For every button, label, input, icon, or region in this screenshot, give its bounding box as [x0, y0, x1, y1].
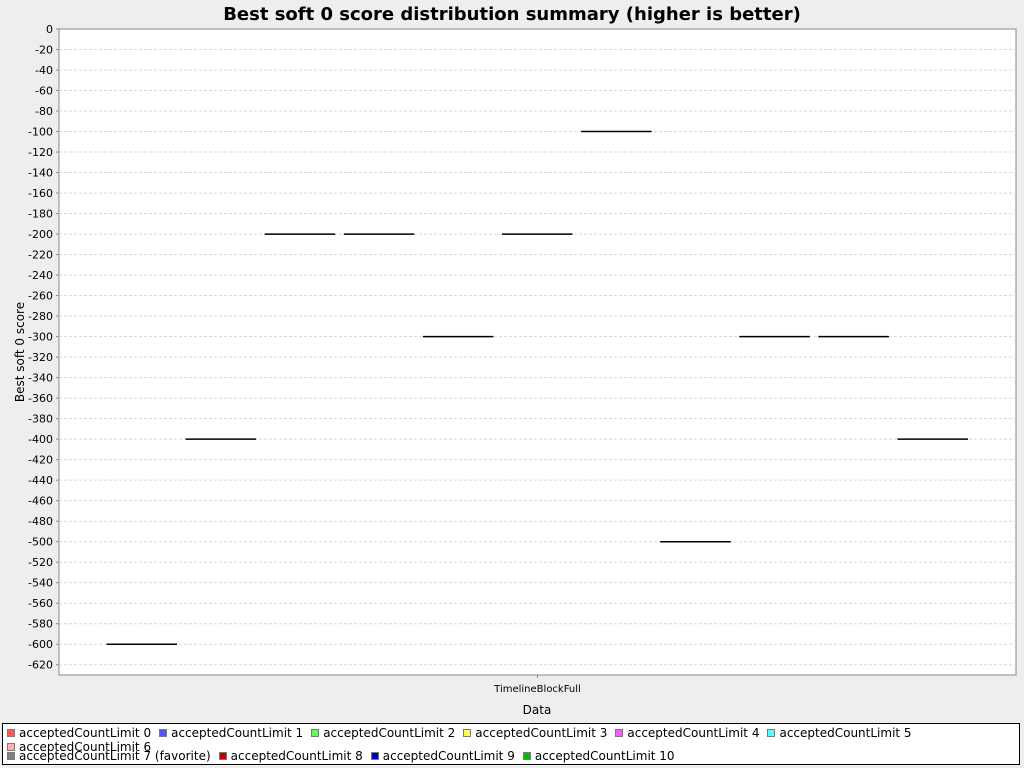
x-axis-ticks: TimelineBlockFull — [493, 675, 581, 695]
legend-item: acceptedCountLimit 2 — [311, 726, 455, 740]
y-tick-label: -300 — [28, 331, 53, 344]
chart-svg: Best soft 0 score distribution summary (… — [13, 4, 1017, 717]
y-tick-label: -500 — [28, 536, 53, 549]
legend-label: acceptedCountLimit 5 — [779, 726, 912, 740]
legend-item: acceptedCountLimit 6 — [7, 740, 151, 754]
legend-item: acceptedCountLimit 9 — [370, 749, 515, 763]
y-tick-label: -400 — [28, 433, 53, 446]
y-tick-label: -280 — [28, 310, 53, 323]
legend-swatch — [218, 752, 227, 760]
legend-row: acceptedCountLimit 0 acceptedCountLimit 1… — [7, 726, 1015, 754]
legend-swatch — [522, 752, 531, 760]
legend-swatch — [311, 729, 320, 737]
y-tick-label: -380 — [28, 413, 53, 426]
y-tick-label: -320 — [28, 351, 53, 364]
y-tick-label: -600 — [28, 638, 53, 651]
y-tick-label: -580 — [28, 618, 53, 631]
y-tick-label: -200 — [28, 228, 53, 241]
legend: acceptedCountLimit 0 acceptedCountLimit 1… — [2, 723, 1020, 765]
plot-area — [58, 28, 1017, 676]
y-tick-label: -360 — [28, 392, 53, 405]
chart-title: Best soft 0 score distribution summary (… — [223, 4, 801, 25]
y-tick-label: -160 — [28, 187, 53, 200]
y-tick-label: -60 — [35, 85, 53, 98]
grid-lines — [59, 49, 1016, 666]
legend-item: acceptedCountLimit 5 — [767, 726, 912, 740]
legend-label: acceptedCountLimit 3 — [475, 726, 608, 740]
legend-item: acceptedCountLimit 0 — [7, 726, 151, 740]
legend-swatch — [767, 729, 776, 737]
y-tick-label: -20 — [35, 44, 53, 57]
y-tick-label: 0 — [46, 23, 53, 36]
legend-swatch — [159, 729, 168, 737]
legend-label: acceptedCountLimit 2 — [323, 726, 456, 740]
y-tick-label: -460 — [28, 495, 53, 508]
legend-label: acceptedCountLimit 9 — [382, 749, 515, 763]
legend-item: acceptedCountLimit 4 — [615, 726, 759, 740]
legend-row: acceptedCountLimit 7 (favorite) acceptedC… — [7, 746, 1015, 766]
y-tick-label: -220 — [28, 249, 53, 262]
y-tick-label: -340 — [28, 372, 53, 385]
y-tick-label: -620 — [28, 659, 53, 672]
legend-label: acceptedCountLimit 4 — [627, 726, 760, 740]
y-tick-label: -100 — [28, 126, 53, 139]
y-tick-label: -260 — [28, 290, 53, 303]
y-tick-label: -520 — [28, 556, 53, 569]
legend-item: acceptedCountLimit 3 — [463, 726, 607, 740]
y-tick-label: -560 — [28, 597, 53, 610]
y-tick-label: -440 — [28, 474, 53, 487]
legend-swatch — [370, 752, 379, 760]
legend-item: acceptedCountLimit 7 (favorite) — [7, 749, 211, 763]
x-tick-label: TimelineBlockFull — [493, 684, 581, 695]
legend-item: acceptedCountLimit 10 — [522, 749, 675, 763]
y-tick-label: -120 — [28, 146, 53, 159]
y-tick-label: -480 — [28, 515, 53, 528]
legend-swatch — [463, 729, 472, 737]
legend-label: acceptedCountLimit 0 — [19, 726, 152, 740]
y-tick-label: -180 — [28, 208, 53, 221]
legend-label: acceptedCountLimit 10 — [534, 749, 675, 763]
y-tick-label: -140 — [28, 167, 53, 180]
x-axis-label: Data — [523, 703, 552, 717]
data-series — [106, 130, 968, 645]
legend-item: acceptedCountLimit 1 — [159, 726, 303, 740]
y-tick-label: -80 — [35, 105, 53, 118]
legend-swatch — [7, 752, 15, 760]
legend-label: acceptedCountLimit 1 — [171, 726, 304, 740]
y-tick-label: -240 — [28, 269, 53, 282]
legend-label: acceptedCountLimit 6 — [19, 740, 152, 754]
y-axis-ticks: 0 -20 -40 -60 -80 -100 -120 -140 -160 -180 -200 -22… — [28, 23, 59, 672]
y-tick-label: -420 — [28, 454, 53, 467]
y-tick-label: -40 — [35, 64, 53, 77]
legend-label: acceptedCountLimit 8 — [230, 749, 363, 763]
y-axis-label: Best soft 0 score — [13, 302, 27, 402]
legend-swatch — [7, 729, 15, 737]
legend-label: acceptedCountLimit 7 (favorite) — [19, 749, 211, 763]
legend-item: acceptedCountLimit 8 — [218, 749, 363, 763]
legend-swatch — [615, 729, 624, 737]
y-tick-label: -540 — [28, 577, 53, 590]
legend-swatch — [7, 743, 15, 751]
